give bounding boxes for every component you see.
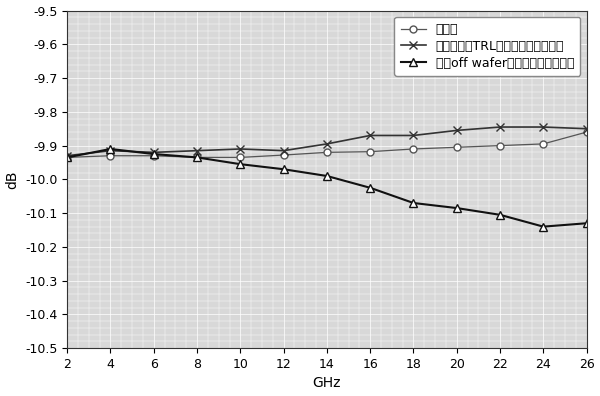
利用off wafer校准件校准后测试值 (410, 201, 417, 206)
利用本专利TRL校准件校准后测试值 (280, 148, 287, 153)
仿真值 (280, 153, 287, 158)
仿真值 (453, 145, 460, 150)
利用off wafer校准件校准后测试值 (539, 224, 547, 229)
利用本专利TRL校准件校准后测试值 (539, 125, 547, 129)
Legend: 仿真值, 利用本专利TRL校准件校准后测试值, 利用off wafer校准件校准后测试值: 仿真值, 利用本专利TRL校准件校准后测试值, 利用off wafer校准件校准… (394, 17, 580, 76)
利用本专利TRL校准件校准后测试值 (323, 141, 331, 146)
仿真值 (367, 149, 374, 154)
利用本专利TRL校准件校准后测试值 (107, 148, 114, 153)
Y-axis label: dB: dB (5, 170, 20, 188)
仿真值 (150, 153, 157, 158)
利用off wafer校准件校准后测试值 (280, 167, 287, 171)
利用off wafer校准件校准后测试值 (367, 185, 374, 190)
仿真值 (539, 141, 547, 146)
仿真值 (107, 153, 114, 158)
利用本专利TRL校准件校准后测试值 (496, 125, 503, 129)
利用本专利TRL校准件校准后测试值 (410, 133, 417, 138)
利用off wafer校准件校准后测试值 (323, 173, 331, 178)
利用本专利TRL校准件校准后测试值 (367, 133, 374, 138)
利用off wafer校准件校准后测试值 (107, 147, 114, 151)
利用off wafer校准件校准后测试值 (453, 206, 460, 210)
仿真值 (193, 155, 200, 160)
利用本专利TRL校准件校准后测试值 (237, 147, 244, 151)
利用off wafer校准件校准后测试值 (496, 212, 503, 217)
利用off wafer校准件校准后测试值 (583, 221, 590, 226)
Line: 利用本专利TRL校准件校准后测试值: 利用本专利TRL校准件校准后测试值 (63, 123, 591, 160)
利用off wafer校准件校准后测试值 (64, 155, 71, 160)
Line: 利用off wafer校准件校准后测试值: 利用off wafer校准件校准后测试值 (63, 145, 591, 231)
仿真值 (496, 143, 503, 148)
Line: 仿真值: 仿真值 (64, 129, 590, 161)
仿真值 (583, 130, 590, 135)
仿真值 (64, 155, 71, 160)
利用off wafer校准件校准后测试值 (150, 152, 157, 156)
仿真值 (323, 150, 331, 155)
仿真值 (410, 147, 417, 151)
仿真值 (237, 155, 244, 160)
X-axis label: GHz: GHz (313, 377, 341, 390)
利用本专利TRL校准件校准后测试值 (150, 150, 157, 155)
利用本专利TRL校准件校准后测试值 (583, 126, 590, 131)
利用本专利TRL校准件校准后测试值 (453, 128, 460, 133)
利用本专利TRL校准件校准后测试值 (64, 153, 71, 158)
利用off wafer校准件校准后测试值 (237, 162, 244, 167)
利用本专利TRL校准件校准后测试值 (193, 148, 200, 153)
利用off wafer校准件校准后测试值 (193, 155, 200, 160)
